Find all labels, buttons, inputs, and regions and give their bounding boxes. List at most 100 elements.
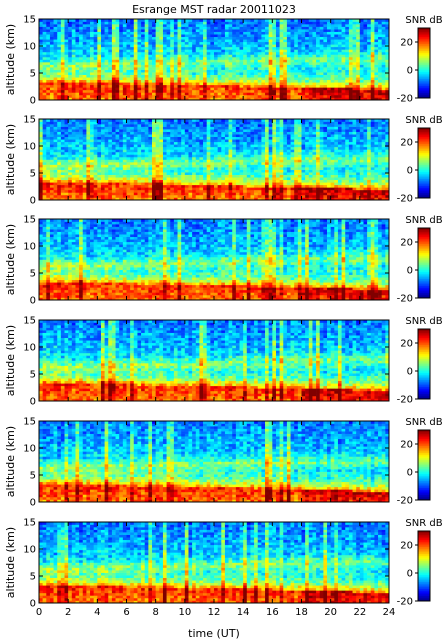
heatmap-cell	[170, 179, 175, 183]
heatmap-cell	[356, 64, 361, 68]
heatmap-cell	[330, 36, 335, 40]
heatmap-cell	[188, 51, 193, 55]
heatmap-cell	[297, 62, 302, 65]
heatmap-cell	[119, 51, 124, 55]
heatmap-cell	[228, 169, 233, 173]
heatmap-cell	[199, 49, 204, 53]
heatmap-cell	[104, 74, 109, 78]
heatmap-cell	[192, 31, 197, 35]
heatmap-cell	[323, 46, 328, 50]
heatmap-cell	[257, 74, 262, 78]
heatmap-cell	[141, 26, 146, 30]
heatmap-cell	[254, 44, 259, 48]
heatmap-cell	[119, 179, 124, 183]
heatmap-cell	[68, 184, 73, 188]
heatmap-cell	[217, 26, 222, 30]
heatmap-cell	[68, 187, 73, 191]
heatmap-cell	[53, 144, 58, 148]
heatmap-cell	[144, 126, 149, 130]
heatmap-cell	[243, 141, 248, 145]
heatmap-cell	[119, 94, 124, 98]
heatmap-cell	[235, 19, 240, 22]
heatmap-cell	[115, 19, 120, 22]
heatmap-cell	[173, 156, 178, 160]
heatmap-cell	[312, 67, 317, 70]
heatmap-cell	[257, 82, 262, 86]
heatmap-cell	[100, 24, 105, 27]
heatmap-cell	[173, 149, 178, 153]
heatmap-cell	[115, 169, 120, 173]
heatmap-cell	[49, 39, 54, 43]
heatmap-cell	[221, 62, 226, 65]
heatmap-cell	[363, 62, 368, 65]
heatmap-cell	[316, 67, 321, 70]
heatmap-cell	[148, 21, 153, 25]
heatmap-cell	[166, 136, 171, 140]
heatmap-cell	[100, 41, 105, 45]
heatmap-cell	[173, 146, 178, 150]
heatmap-cell	[206, 134, 211, 138]
heatmap-cell	[184, 59, 189, 63]
heatmap-cell	[111, 174, 116, 178]
heatmap-cell	[228, 54, 233, 58]
heatmap-cell	[177, 119, 182, 122]
heatmap-cell	[290, 34, 295, 38]
heatmap-cell	[257, 72, 262, 75]
heatmap-cell	[272, 94, 277, 98]
heatmap-cell	[312, 94, 317, 98]
heatmap-cell	[119, 197, 124, 201]
heatmap-cell	[57, 141, 62, 145]
heatmap-cell	[60, 69, 65, 73]
heatmap-cell	[370, 87, 375, 91]
heatmap-cell	[268, 72, 273, 75]
heatmap-cell	[192, 49, 197, 53]
heatmap-cell	[206, 67, 211, 70]
heatmap-cell	[104, 164, 109, 168]
heatmap-cell	[104, 21, 109, 25]
heatmap-cell	[345, 46, 350, 50]
heatmap-cell	[363, 74, 368, 78]
heatmap-cell	[130, 162, 135, 165]
heatmap-cell	[246, 51, 251, 55]
heatmap-cell	[210, 94, 215, 98]
heatmap-cell	[235, 97, 240, 101]
heatmap-cell	[228, 144, 233, 148]
heatmap-cell	[345, 36, 350, 40]
heatmap-cell	[119, 189, 124, 193]
heatmap-cell	[126, 26, 131, 30]
heatmap-cell	[239, 194, 244, 198]
heatmap-cell	[206, 41, 211, 45]
heatmap-cell	[166, 97, 171, 101]
heatmap-cell	[232, 129, 237, 132]
heatmap-cell	[232, 72, 237, 75]
heatmap-cell	[159, 139, 164, 143]
heatmap-cell	[239, 69, 244, 73]
heatmap-cell	[141, 146, 146, 150]
heatmap-cell	[86, 82, 91, 86]
heatmap-cell	[144, 31, 149, 35]
heatmap-cell	[305, 87, 310, 91]
heatmap-cell	[82, 162, 87, 165]
heatmap-cell	[39, 172, 43, 175]
heatmap-cell	[206, 24, 211, 27]
heatmap-cell	[155, 182, 160, 186]
heatmap-cell	[327, 64, 331, 68]
heatmap-cell	[166, 154, 171, 158]
heatmap-cell	[327, 79, 331, 83]
heatmap-cell	[297, 39, 302, 43]
heatmap-cell	[60, 82, 65, 86]
heatmap-cell	[126, 19, 131, 22]
heatmap-cell	[195, 72, 200, 75]
heatmap-cell	[359, 69, 364, 73]
heatmap-cell	[224, 119, 229, 122]
heatmap-cell	[348, 54, 353, 58]
heatmap-cell	[130, 164, 135, 168]
heatmap-cell	[275, 26, 280, 30]
heatmap-cell	[75, 21, 80, 25]
heatmap-cell	[203, 129, 208, 132]
heatmap-cell	[199, 89, 204, 93]
heatmap-cell	[82, 134, 87, 138]
heatmap-cell	[341, 19, 346, 22]
heatmap-cell	[173, 97, 178, 101]
